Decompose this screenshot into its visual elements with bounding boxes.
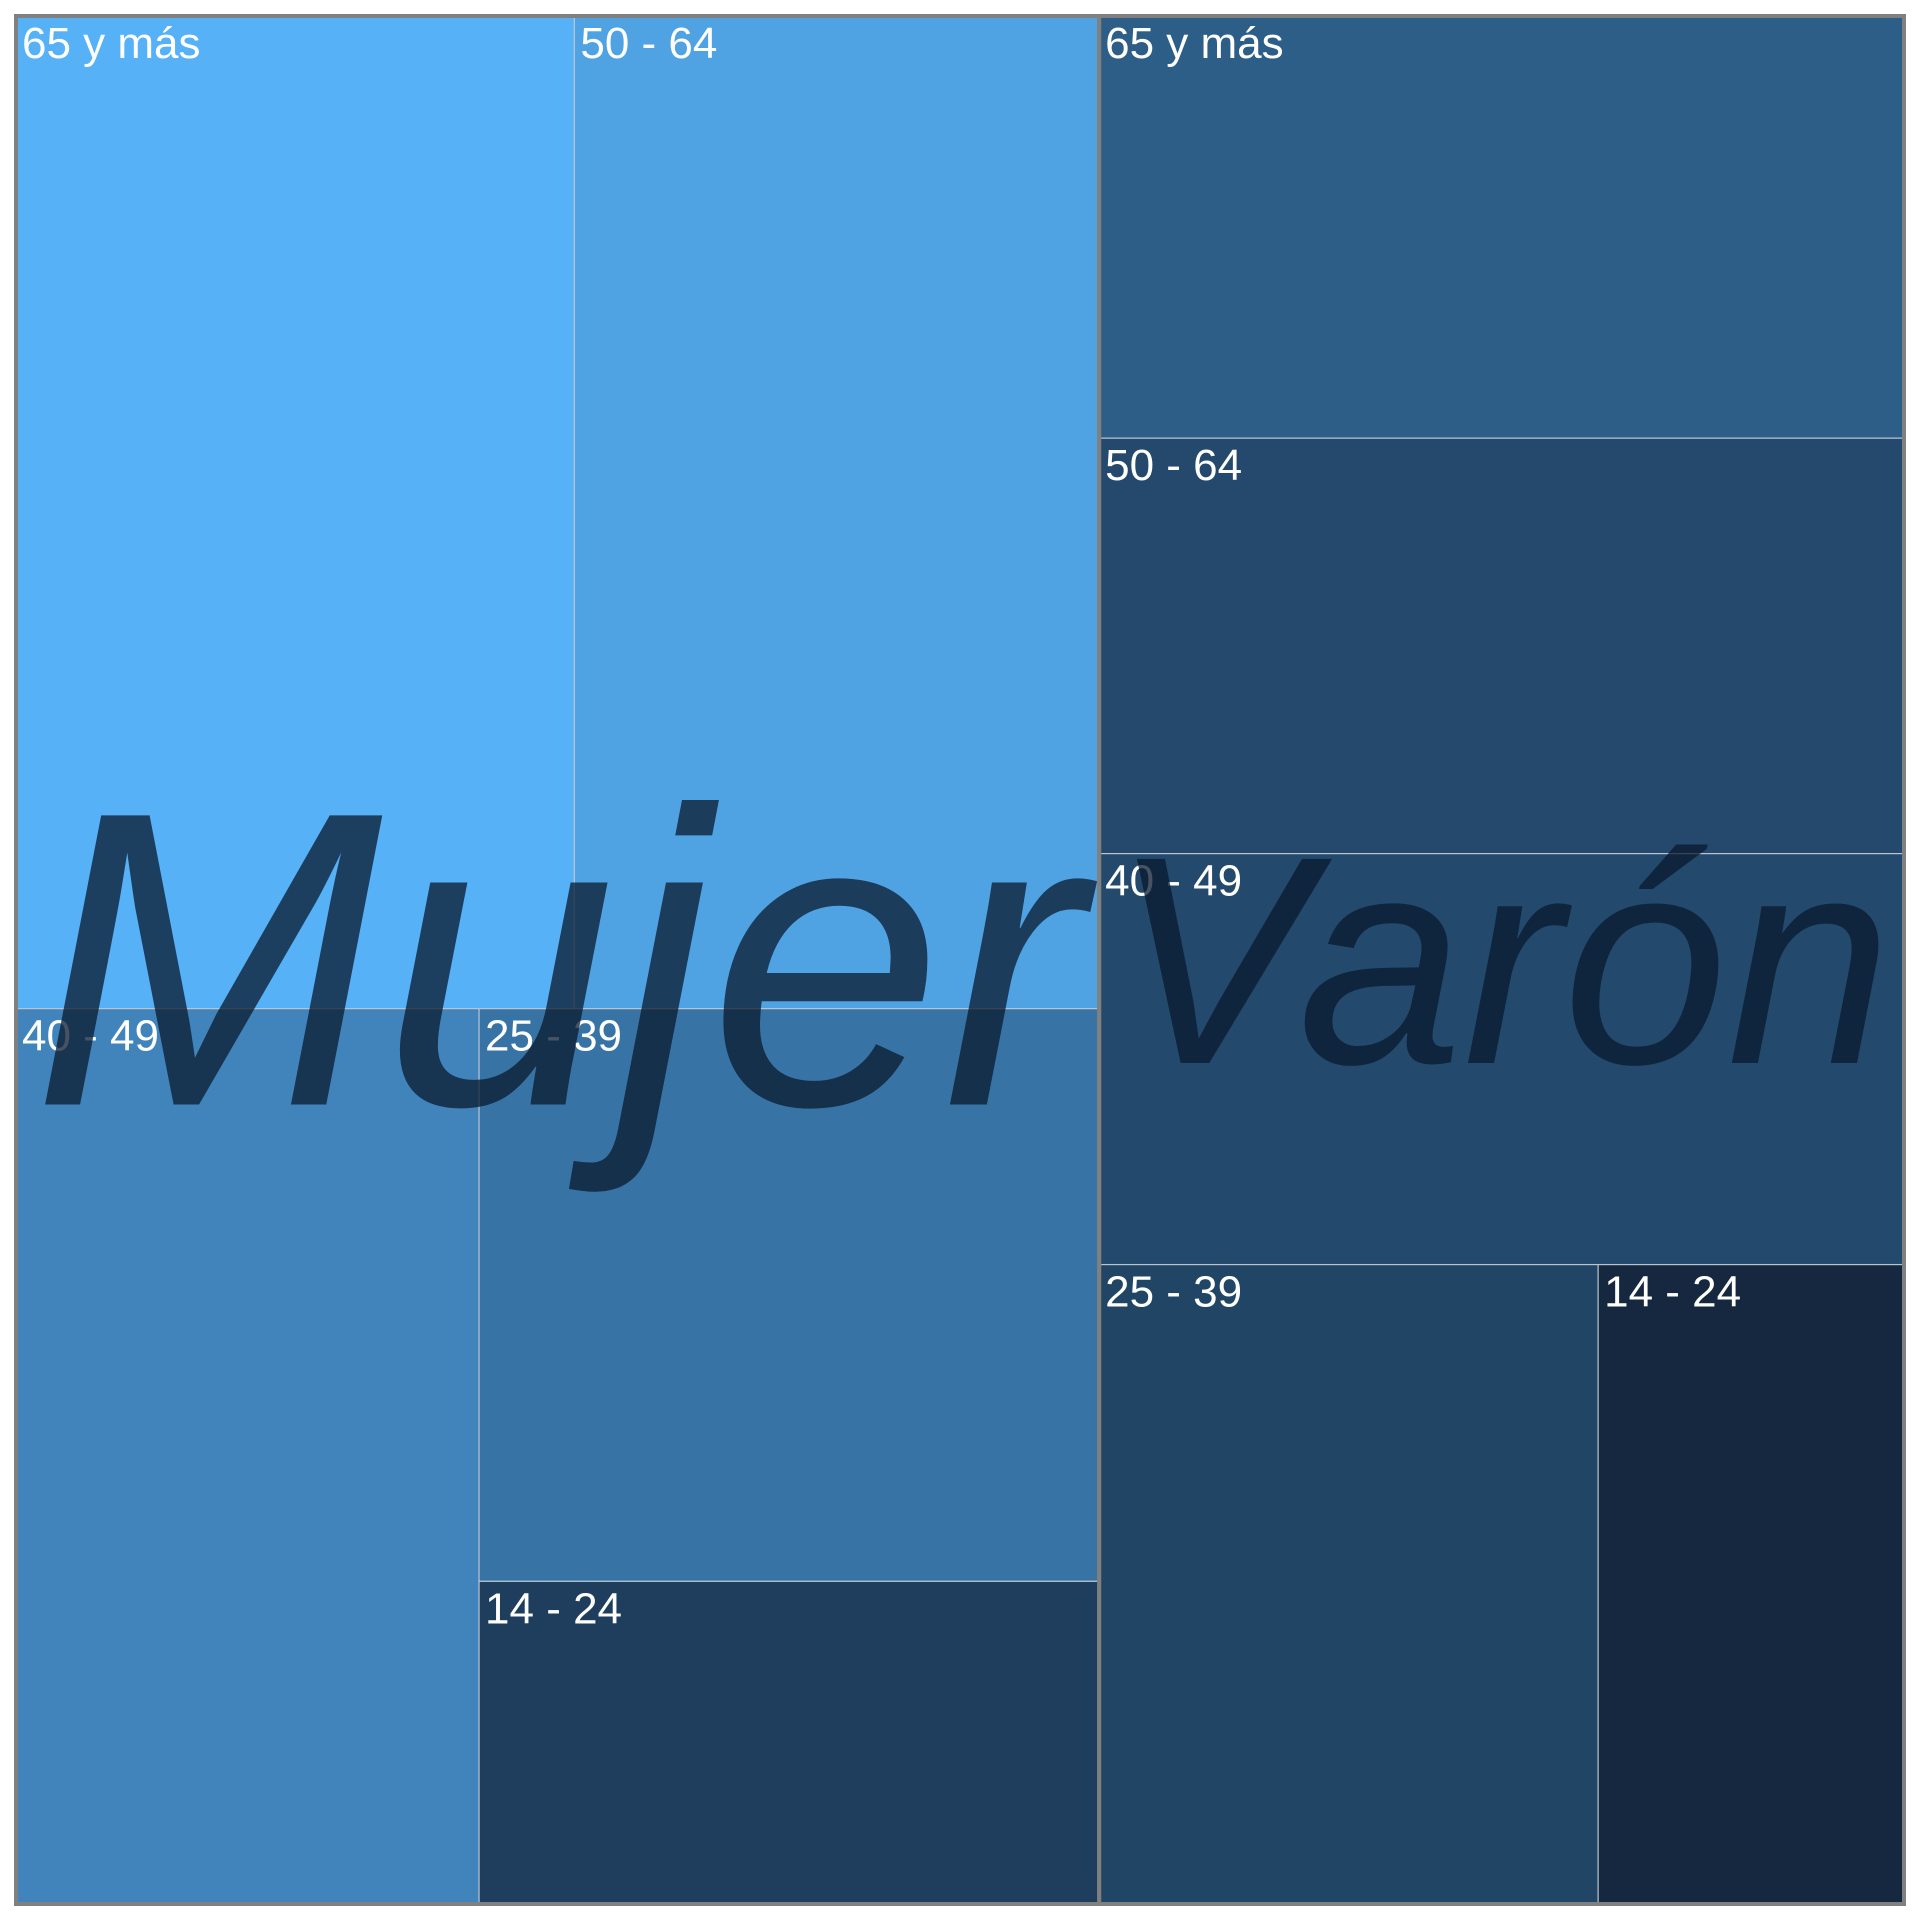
group-labels: Mujer Varón [32, 726, 1892, 1197]
group-label-mujer: Mujer [32, 726, 1100, 1197]
group-border-varon [1097, 14, 1906, 1906]
cell-mujer-65-y-mas [15, 15, 575, 1010]
cell-label-varon-40-49: 40 - 49 [1105, 857, 1242, 906]
cell-label-mujer-25-39: 25 - 39 [485, 1012, 622, 1061]
cell-label-varon-65-y-mas: 65 y más [1105, 19, 1284, 68]
cell-label-mujer-14-24: 14 - 24 [485, 1584, 622, 1633]
cell-mujer-14-24 [478, 1580, 1100, 1905]
cell-label-mujer-50-64: 50 - 64 [580, 19, 717, 68]
cell-label-mujer-65-y-mas: 65 y más [22, 19, 201, 68]
cell-label-varon-14-24: 14 - 24 [1604, 1268, 1741, 1317]
group-borders [14, 14, 1906, 1906]
cell-labels: 65 y más 50 - 64 40 - 49 25 - 39 14 - 24 65 y… [22, 19, 1741, 1633]
cell-varon-25-39 [1098, 1263, 1599, 1905]
cell-varon-40-49 [1098, 853, 1905, 1266]
cell-label-varon-25-39: 25 - 39 [1105, 1268, 1242, 1317]
cell-mujer-50-64 [573, 15, 1100, 1010]
cell-varon-65-y-mas [1098, 15, 1905, 439]
cell-varon-50-64 [1098, 437, 1905, 855]
treemap-cells [15, 15, 1905, 1905]
cell-mujer-40-49 [15, 1008, 480, 1905]
cell-varon-14-24 [1597, 1263, 1905, 1905]
cell-label-mujer-40-49: 40 - 49 [22, 1012, 159, 1061]
cell-label-varon-50-64: 50 - 64 [1105, 441, 1242, 490]
cell-mujer-25-39 [478, 1008, 1100, 1582]
group-label-varon: Varón [1111, 794, 1892, 1126]
